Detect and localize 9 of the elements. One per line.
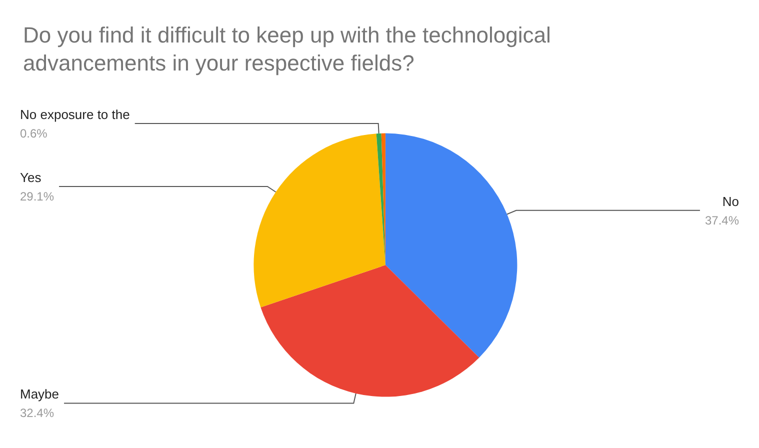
data-label: 29.1% [20,189,54,204]
slice-label: Yes [20,170,42,185]
data-label: 32.4% [20,406,54,420]
slice-label: Maybe [20,386,60,402]
data-label: 0.6% [20,126,48,140]
data-label: 37.4% [704,213,740,228]
slice-label: No exposure to the [20,106,130,122]
slice-label: No [722,194,739,209]
chart-title: Do you find it difficult to keep up with the technological advancements in your respective fields? [23,22,558,76]
